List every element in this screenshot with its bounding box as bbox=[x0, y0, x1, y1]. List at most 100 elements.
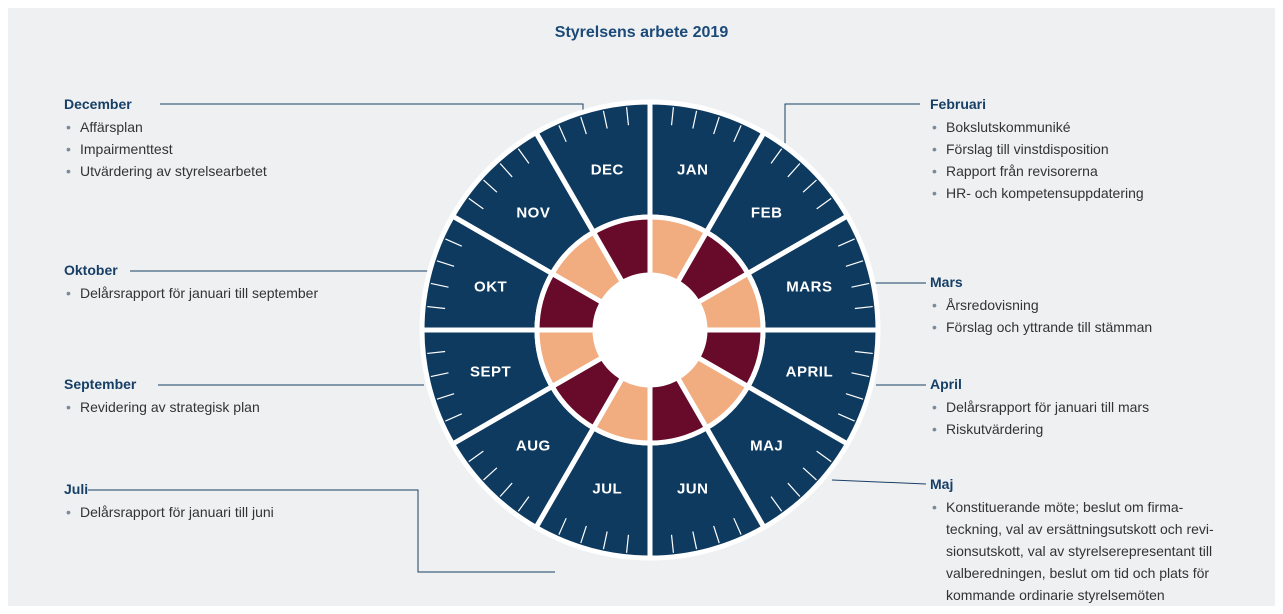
tick bbox=[692, 531, 698, 550]
note-title: Februari bbox=[930, 96, 987, 112]
tick bbox=[602, 110, 608, 129]
note-item: Delårsrapport för januari till mars bbox=[930, 396, 1149, 418]
tick bbox=[851, 282, 870, 288]
tick bbox=[692, 110, 698, 129]
tick bbox=[733, 517, 742, 535]
tick bbox=[483, 467, 498, 481]
month-label: MARS bbox=[786, 278, 832, 295]
note-item: Förslag till vinstdisposition bbox=[930, 138, 1144, 160]
note-title: Oktober bbox=[64, 262, 118, 278]
tick bbox=[802, 179, 817, 193]
month-label: FEB bbox=[751, 204, 783, 221]
tick bbox=[670, 107, 675, 126]
note-line: Bokslutskommuniké bbox=[946, 119, 1071, 135]
tick bbox=[802, 467, 817, 481]
note-item: Delårsrapport för januari till september bbox=[64, 282, 318, 304]
note-item: Rapport från revisorerna bbox=[930, 160, 1144, 182]
wheel: JAN FEB MARS APRIL MAJ JUN JUL AUG SEPT OKT NOV DEC bbox=[419, 99, 881, 561]
note-line: Förslag och yttrande till stämman bbox=[946, 319, 1153, 335]
month-label: AUG bbox=[516, 438, 551, 455]
note-line: Impairmenttest bbox=[80, 141, 173, 157]
month-label: SEPT bbox=[470, 364, 511, 381]
note-item: Delårsrapport för januari till juni bbox=[64, 501, 274, 523]
tick bbox=[770, 148, 783, 164]
note-item: Konstituerande möte; beslut om firma-tec… bbox=[930, 496, 1214, 606]
note-title: December bbox=[64, 96, 132, 112]
note: December Affärsplan Impairmenttest Utvärder… bbox=[64, 96, 267, 182]
month-label: NOV bbox=[516, 204, 550, 221]
note-item: Revidering av strategisk plan bbox=[64, 396, 260, 418]
note: Februari Bokslutskommuniké Förslag till vi… bbox=[930, 96, 1144, 204]
tick bbox=[580, 525, 587, 544]
note-item: Riskutvärdering bbox=[930, 418, 1149, 440]
tick bbox=[483, 179, 498, 193]
tick bbox=[558, 125, 567, 143]
tick bbox=[816, 450, 832, 463]
month-label: APRIL bbox=[786, 364, 834, 381]
note-line: teckning, val av ersättningsutskott och … bbox=[946, 521, 1214, 537]
tick bbox=[499, 482, 513, 497]
note-line: Utvärdering av styrelsearbetet bbox=[80, 163, 267, 179]
note-line: kommande ordinarie styrelsemöten bbox=[946, 587, 1165, 603]
note-item: Impairmenttest bbox=[64, 138, 267, 160]
tick bbox=[499, 163, 513, 178]
tick bbox=[787, 482, 801, 497]
note: Juli Delårsrapport för januari till juni bbox=[64, 481, 274, 523]
note-line: Delårsrapport för januari till juni bbox=[80, 504, 274, 520]
month-label: JUN bbox=[677, 480, 709, 497]
tick bbox=[854, 350, 873, 355]
tick bbox=[845, 260, 864, 267]
tick bbox=[468, 197, 484, 210]
connector bbox=[831, 479, 927, 485]
month-label: JUL bbox=[592, 480, 622, 497]
note-item: Affärsplan bbox=[64, 116, 267, 138]
note-line: valberedningen, beslut om tid och plats … bbox=[946, 565, 1210, 581]
tick bbox=[625, 534, 630, 553]
tick bbox=[427, 350, 446, 355]
note-title: Mars bbox=[930, 274, 963, 290]
note-line: Riskutvärdering bbox=[946, 421, 1044, 437]
tick bbox=[845, 393, 864, 400]
tick bbox=[625, 107, 630, 126]
tick bbox=[558, 517, 567, 535]
note-title: Juli bbox=[64, 481, 89, 497]
tick bbox=[430, 282, 449, 288]
note-line: Revidering av strategisk plan bbox=[80, 399, 260, 415]
title: Styrelsens arbete 2019 bbox=[554, 24, 729, 41]
note-title: September bbox=[64, 376, 137, 392]
tick bbox=[787, 163, 801, 178]
note: April Delårsrapport för januari till mars… bbox=[930, 376, 1149, 440]
tick bbox=[854, 305, 873, 310]
tick bbox=[837, 238, 855, 247]
center bbox=[595, 275, 705, 385]
note-line: Årsredovisning bbox=[946, 297, 1039, 313]
tick bbox=[580, 116, 587, 135]
note: Maj Konstituerande möte; beslut om firma-… bbox=[930, 476, 1214, 606]
tick bbox=[670, 534, 675, 553]
tick bbox=[445, 413, 463, 422]
connector bbox=[88, 489, 555, 573]
tick bbox=[517, 496, 530, 512]
tick bbox=[436, 260, 455, 267]
note-line: sionsutskott, val av styrelserepresentan… bbox=[946, 543, 1213, 559]
note: Oktober Delårsrapport för januari till se… bbox=[64, 262, 318, 304]
tick bbox=[713, 525, 720, 544]
tick bbox=[770, 496, 783, 512]
month-label: MAJ bbox=[750, 438, 783, 455]
tick bbox=[427, 305, 446, 310]
tick bbox=[445, 238, 463, 247]
tick bbox=[851, 372, 870, 378]
tick bbox=[517, 148, 530, 164]
note-item: Förslag och yttrande till stämman bbox=[930, 316, 1152, 338]
note: September Revidering av strategisk plan bbox=[64, 376, 260, 418]
note-line: Delårsrapport för januari till september bbox=[80, 285, 319, 301]
note-item: HR- och kompetensuppdatering bbox=[930, 182, 1144, 204]
note-item: Bokslutskommuniké bbox=[930, 116, 1144, 138]
note-title: Maj bbox=[930, 476, 954, 492]
month-label: JAN bbox=[677, 162, 709, 179]
note-item: Utvärdering av styrelsearbetet bbox=[64, 160, 267, 182]
note-line: Rapport från revisorerna bbox=[946, 163, 1098, 179]
note-line: Delårsrapport för januari till mars bbox=[946, 399, 1150, 415]
note: Mars Årsredovisning Förslag och yttrande t… bbox=[930, 274, 1152, 338]
